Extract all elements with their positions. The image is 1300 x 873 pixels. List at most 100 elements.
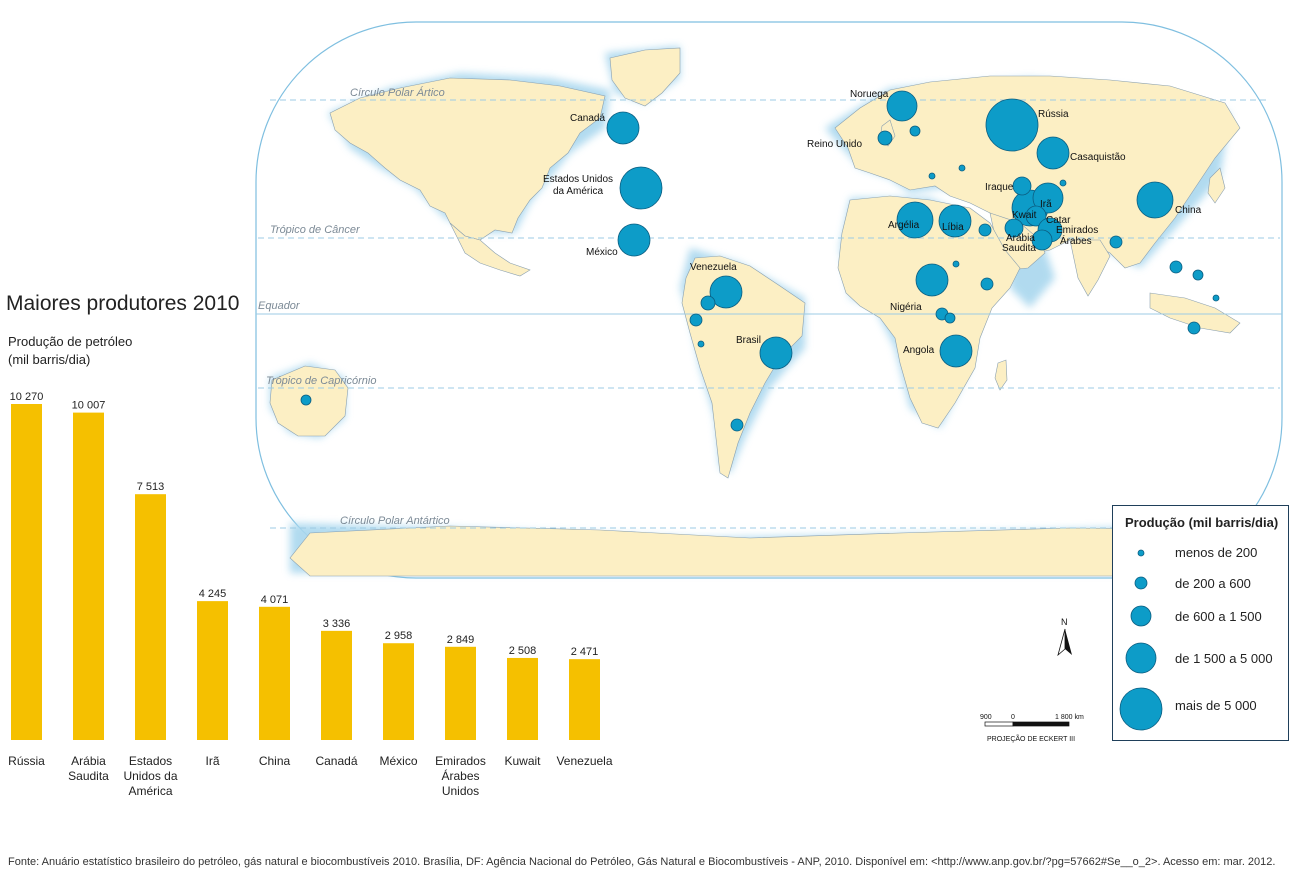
category-label-5-0: Canadá [315, 754, 357, 768]
label-noruega: Noruega [850, 89, 889, 100]
eurasia-landmass [834, 75, 1241, 269]
bar-value-label-4: 4 071 [261, 594, 289, 606]
legend-title: Produção (mil barris/dia) [1125, 515, 1279, 530]
label-venezuela: Venezuela [690, 262, 737, 273]
bubble-tiny-4 [697, 340, 705, 348]
label-casaquistao: Casaquistão [1070, 152, 1126, 163]
madagascar-landmass [994, 359, 1008, 391]
chart-subtitle: Produção de petróleo (mil barris/dia) [8, 333, 132, 369]
bubble-gabon [944, 312, 956, 324]
bubble-tiny-5 [1212, 294, 1220, 302]
bubble-ira [1032, 182, 1064, 214]
bubble-venezuela [709, 275, 743, 309]
bubble-eua [619, 166, 663, 210]
bubble-nigeria-region [915, 263, 949, 297]
category-label-1-1: Saudita [68, 769, 109, 783]
label-libia: Líbia [942, 222, 964, 233]
chart-subtitle-line1: Produção de petróleo [8, 334, 133, 349]
sea-islands-landmass [1149, 292, 1241, 334]
scale-label-zero: 0 [1011, 714, 1015, 721]
label-eua-line2: da América [553, 186, 603, 197]
chart-subtitle-line2: (mil barris/dia) [8, 352, 91, 367]
legend-label-2: de 200 a 600 [1175, 576, 1251, 591]
bubble-russia [985, 98, 1039, 152]
scale-label-right: 1 800 km [1055, 714, 1084, 721]
label-iraque: Iraque [985, 182, 1014, 193]
legend-bubble-1 [1137, 549, 1145, 557]
bubble-tiny-6 [1059, 179, 1067, 187]
bubble-indonesia [1187, 321, 1201, 335]
parallel-label-capricorn: Trópico de Capricórnio [266, 375, 376, 387]
legend-label-1: menos de 200 [1175, 545, 1257, 560]
world-map: Círculo Polar Ártico Trópico de Câncer E… [255, 21, 1283, 579]
label-mexico: México [586, 247, 618, 258]
bubble-egito [978, 223, 992, 237]
bar-7 [445, 646, 476, 740]
bubble-tiny-3 [952, 260, 960, 268]
parallel-label-cancer: Trópico de Câncer [270, 224, 361, 236]
bubble-malasia [1192, 269, 1204, 281]
legend-bubble-2 [1134, 576, 1148, 590]
parallel-lines [256, 99, 1282, 529]
parallel-labels: Círculo Polar Ártico Trópico de Câncer E… [258, 86, 450, 527]
label-argelia: Argélia [888, 220, 920, 231]
label-arabia-line1: Arábia [1006, 233, 1035, 244]
label-catar: Catar [1046, 215, 1071, 226]
bubble-equador [689, 313, 703, 327]
category-label-6-0: México [379, 754, 417, 768]
bubble-libia [938, 204, 972, 238]
bubble-mexico [617, 223, 651, 257]
bar-value-label-3: 4 245 [199, 588, 227, 600]
bubble-kwait [1025, 205, 1047, 227]
legend-bubble-4 [1125, 642, 1157, 674]
label-reino-unido: Reino Unido [807, 139, 862, 150]
label-china: China [1175, 205, 1202, 216]
bubble-vietna [1169, 260, 1183, 274]
bubble-reino-unido [877, 130, 893, 146]
category-label-2-0: Estados [129, 754, 172, 768]
bar-5 [321, 630, 352, 740]
bubble-iraque [1012, 176, 1032, 196]
label-ira: Irã [1040, 199, 1052, 210]
bubble-small-europe [909, 125, 921, 137]
country-labels: Noruega Rússia Canadá Reino Unido Casaqu… [543, 89, 1202, 356]
parallel-label-arctic: Círculo Polar Ártico [350, 86, 445, 99]
label-arabia-line2: Saudita [1002, 243, 1036, 254]
india-landmass [1069, 239, 1111, 297]
category-label-7-2: Unidos [442, 784, 479, 798]
bubble-india [1109, 235, 1123, 249]
bubble-noruega [886, 90, 918, 122]
category-label-4-0: China [259, 754, 291, 768]
bubble-sudao [980, 277, 994, 291]
label-angola: Angola [903, 345, 935, 356]
parallel-label-equator: Equador [258, 300, 301, 312]
bubble-legend: Produção (mil barris/dia) menos de 200 d… [1112, 505, 1289, 741]
bubble-casaquistao [1036, 136, 1070, 170]
source-note: Fonte: Anuário estatístico brasileiro do… [8, 856, 1276, 868]
bubble-tiny-1 [958, 164, 966, 172]
central-america-landmass [449, 222, 531, 277]
parallel-label-antarctic: Círculo Polar Antártico [340, 515, 450, 527]
category-label-3-0: Irã [205, 754, 219, 768]
legend-bubble-3 [1130, 605, 1152, 627]
bar-value-label-8: 2 508 [509, 645, 537, 657]
bubble-colombia [700, 295, 716, 311]
category-label-0-0: Rússia [8, 754, 45, 768]
bar-value-label-7: 2 849 [447, 634, 475, 646]
bubble-brasil [759, 336, 793, 370]
bar-6 [383, 643, 414, 740]
scale-bar: 900 0 1 800 km PROJEÇÃO DE ECKERT III [980, 714, 1084, 743]
label-emirados-line1: Emirados [1056, 225, 1098, 236]
production-bubbles [300, 90, 1220, 432]
bar-4 [259, 606, 290, 740]
bubble-canada [606, 111, 640, 145]
bar-value-label-1: 10 007 [72, 400, 106, 412]
legend-label-4: de 1 500 a 5 000 [1175, 651, 1273, 666]
category-label-7-0: Emirados [435, 754, 486, 768]
bar-8 [507, 657, 538, 740]
bar-value-label-2: 7 513 [137, 481, 165, 493]
label-eua-line1: Estados Unidos [543, 174, 613, 185]
scale-label-left: 900 [980, 714, 992, 721]
